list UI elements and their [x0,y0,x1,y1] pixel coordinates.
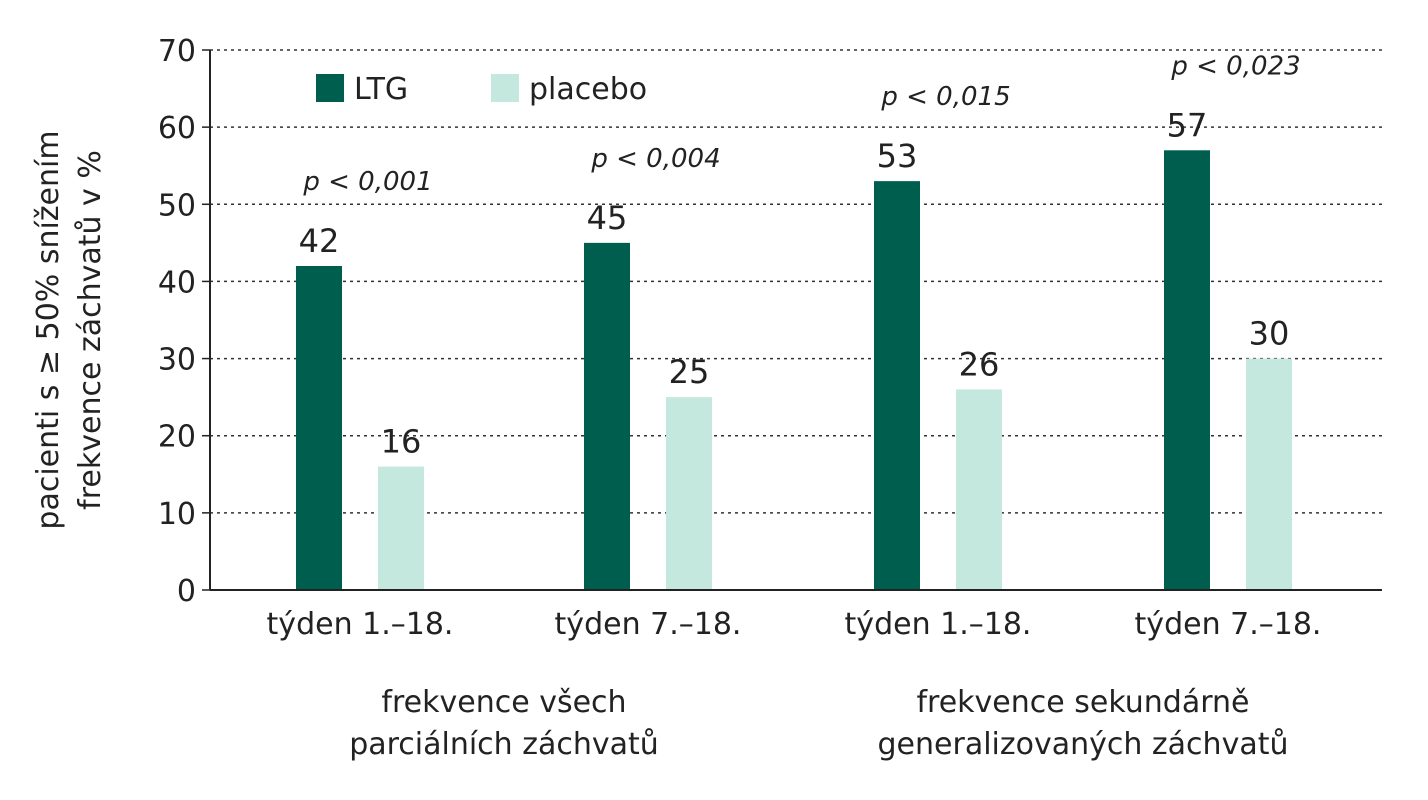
y-tick-label: 50 [158,188,196,223]
group-label: frekvence sekundárně [916,685,1249,720]
x-tick-label: týden 7.–18. [555,607,742,642]
y-axis-label-line-1: pacienti s ≥ 50% snížením [31,130,66,529]
p-value-annotation: p < 0,023 [1170,51,1300,81]
group-label: parciálních záchvatů [349,727,659,762]
bar-value-label: 42 [299,222,340,260]
bar-value-label: 16 [381,423,422,461]
group-label: frekvence všech [381,685,626,720]
y-tick-label: 0 [177,574,196,609]
y-tick-label: 70 [158,34,196,69]
x-tick-label: týden 7.–18. [1135,607,1322,642]
labels: 42 45 53 57 16 25 26 30 p < 0,001 p < 0,004 p < 0,… [267,51,1322,762]
bar-value-label: 57 [1167,106,1208,144]
bar-value-label: 45 [587,199,628,237]
y-tick-label: 40 [158,265,196,300]
bar-ltg [296,266,342,590]
bar-value-label: 26 [959,345,1000,383]
bar-ltg [584,242,630,590]
bar-placebo [666,397,712,590]
bars [296,150,1292,591]
axes: 0 10 20 30 40 50 60 70 [158,34,1382,609]
bar-value-label: 53 [877,137,918,175]
bar-ltg [1164,150,1210,591]
p-value-annotation: p < 0,004 [590,144,720,174]
bar-placebo [956,389,1002,590]
legend-label-placebo: placebo [529,72,647,107]
bar-value-label: 30 [1249,315,1290,353]
legend-swatch-ltg [316,74,344,102]
y-tick-label: 20 [158,420,196,455]
p-value-annotation: p < 0,001 [302,167,432,197]
x-tick-label: týden 1.–18. [845,607,1032,642]
y-axis-label-line-2: frekvence záchvatů v % [73,150,108,510]
legend-swatch-placebo [491,74,519,102]
y-tick-label: 10 [158,497,196,532]
group-label: generalizovaných záchvatů [878,727,1289,762]
y-tick-label: 30 [158,343,196,378]
p-value-annotation: p < 0,015 [880,82,1010,112]
legend: LTG placebo [316,72,647,107]
bar-value-label: 25 [669,353,710,391]
y-tick-label: 60 [158,111,196,146]
legend-label-ltg: LTG [354,72,408,107]
x-tick-label: týden 1.–18. [267,607,454,642]
bar-placebo [378,466,424,590]
bar-ltg [874,181,920,590]
bar-placebo [1246,358,1292,590]
